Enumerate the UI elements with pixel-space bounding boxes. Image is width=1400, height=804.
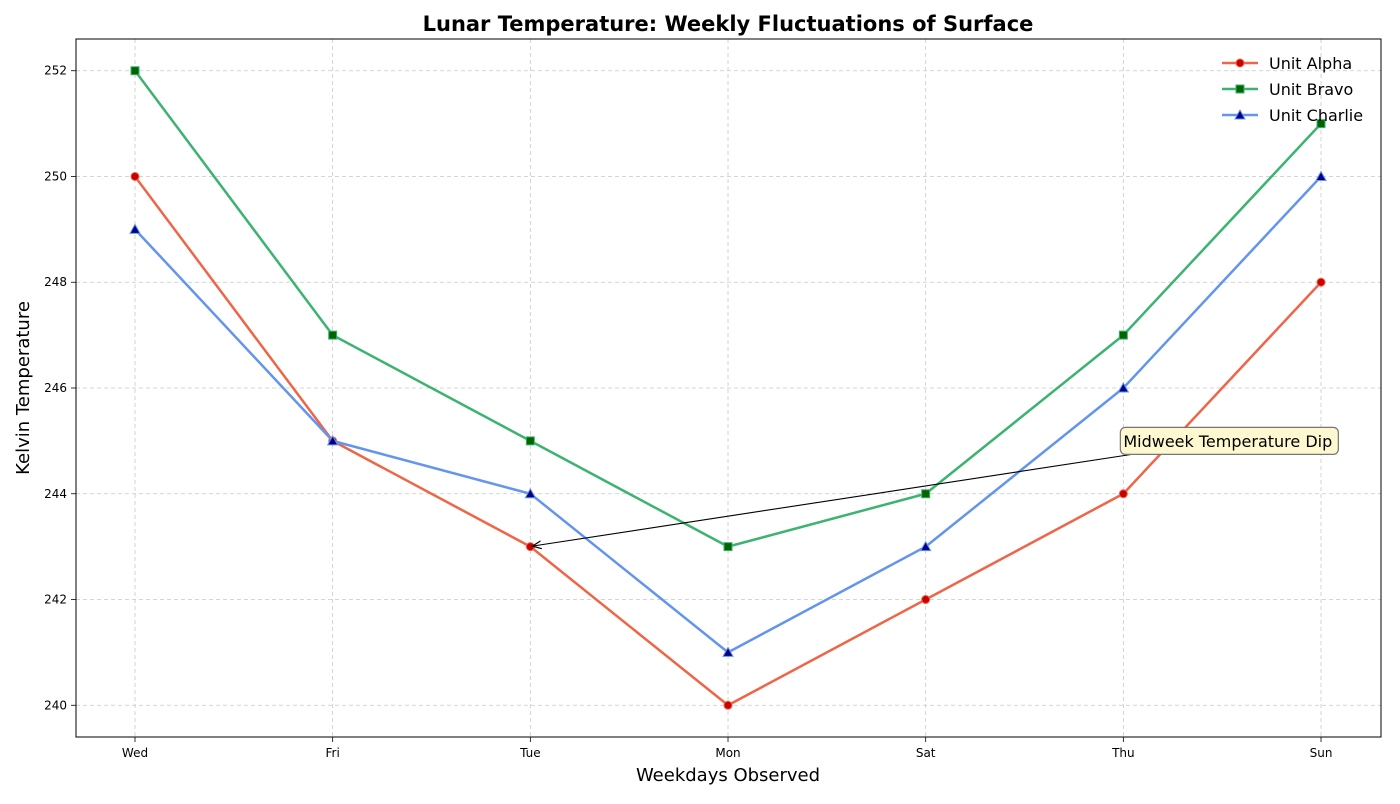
data-point-unit-bravo [723, 542, 733, 552]
data-point-unit-charlie [1315, 170, 1327, 181]
y-tick-label: 250 [44, 169, 67, 183]
legend-label: Unit Charlie [1269, 106, 1363, 125]
plot-frame [75, 38, 1382, 738]
data-point-unit-bravo [130, 66, 140, 76]
y-tick-label: 248 [44, 275, 67, 289]
x-tick-label: Tue [519, 746, 541, 760]
data-point-unit-alpha [921, 595, 931, 605]
x-tick-label: Sat [916, 746, 936, 760]
x-tick-label: Wed [122, 746, 148, 760]
legend-marker [1234, 108, 1246, 120]
grid-lines [76, 39, 1381, 737]
chart-title: Lunar Temperature: Weekly Fluctuations o… [423, 12, 1034, 36]
y-tick-label: 252 [44, 64, 67, 78]
annotation-arrow [532, 452, 1139, 546]
data-point-unit-alpha [130, 171, 140, 181]
data-point-unit-charlie [326, 434, 339, 446]
series-unit-bravo [130, 66, 1326, 552]
data-point-unit-charlie [722, 646, 734, 657]
annotation: Midweek Temperature Dip [532, 426, 1339, 546]
legend-item-unit-bravo: Unit Bravo [1222, 80, 1353, 99]
data-point-unit-alpha [1316, 277, 1326, 287]
legend-marker [1235, 84, 1245, 94]
data-point-unit-alpha [723, 700, 733, 710]
annotation-box [1119, 426, 1339, 455]
x-tick-label: Sun [1310, 746, 1333, 760]
y-tick-label: 240 [44, 698, 67, 712]
y-tick-label: 246 [44, 381, 67, 395]
legend-item-unit-charlie: Unit Charlie [1222, 106, 1363, 125]
data-point-unit-alpha [525, 542, 535, 552]
data-point-unit-bravo [921, 489, 931, 499]
annotation-label: Midweek Temperature Dip [1123, 432, 1332, 451]
x-tick-label: Thu [1111, 746, 1135, 760]
y-axis-label: Kelvin Temperature [13, 301, 34, 475]
series-unit-charlie [129, 170, 1327, 657]
data-point-unit-charlie [129, 223, 141, 234]
legend-item-unit-alpha: Unit Alpha [1222, 54, 1352, 73]
data-point-unit-bravo [328, 330, 338, 340]
data-point-unit-alpha [1118, 489, 1128, 499]
y-tick-label: 242 [44, 593, 67, 607]
legend-label: Unit Bravo [1269, 80, 1353, 99]
data-point-unit-bravo [525, 436, 535, 446]
x-tick-label: Mon [715, 746, 740, 760]
data-point-unit-bravo [1118, 330, 1128, 340]
legend-marker [1235, 58, 1245, 68]
data-point-unit-charlie [1117, 381, 1130, 393]
legend: Unit Alpha Unit Bravo Unit Charlie [1222, 54, 1363, 125]
data-point-unit-charlie [919, 540, 932, 552]
axes: Wed Fri Tue Mon Sat Thu Sun 240 242 244 246 248 250 2… [44, 38, 1382, 760]
data-point-unit-bravo [1316, 119, 1326, 129]
x-tick-label: Fri [326, 746, 340, 760]
series-layer [129, 66, 1327, 710]
x-axis-label: Weekdays Observed [636, 765, 820, 786]
legend-label: Unit Alpha [1269, 54, 1352, 73]
y-tick-label: 244 [44, 487, 67, 501]
data-point-unit-charlie [524, 487, 537, 499]
